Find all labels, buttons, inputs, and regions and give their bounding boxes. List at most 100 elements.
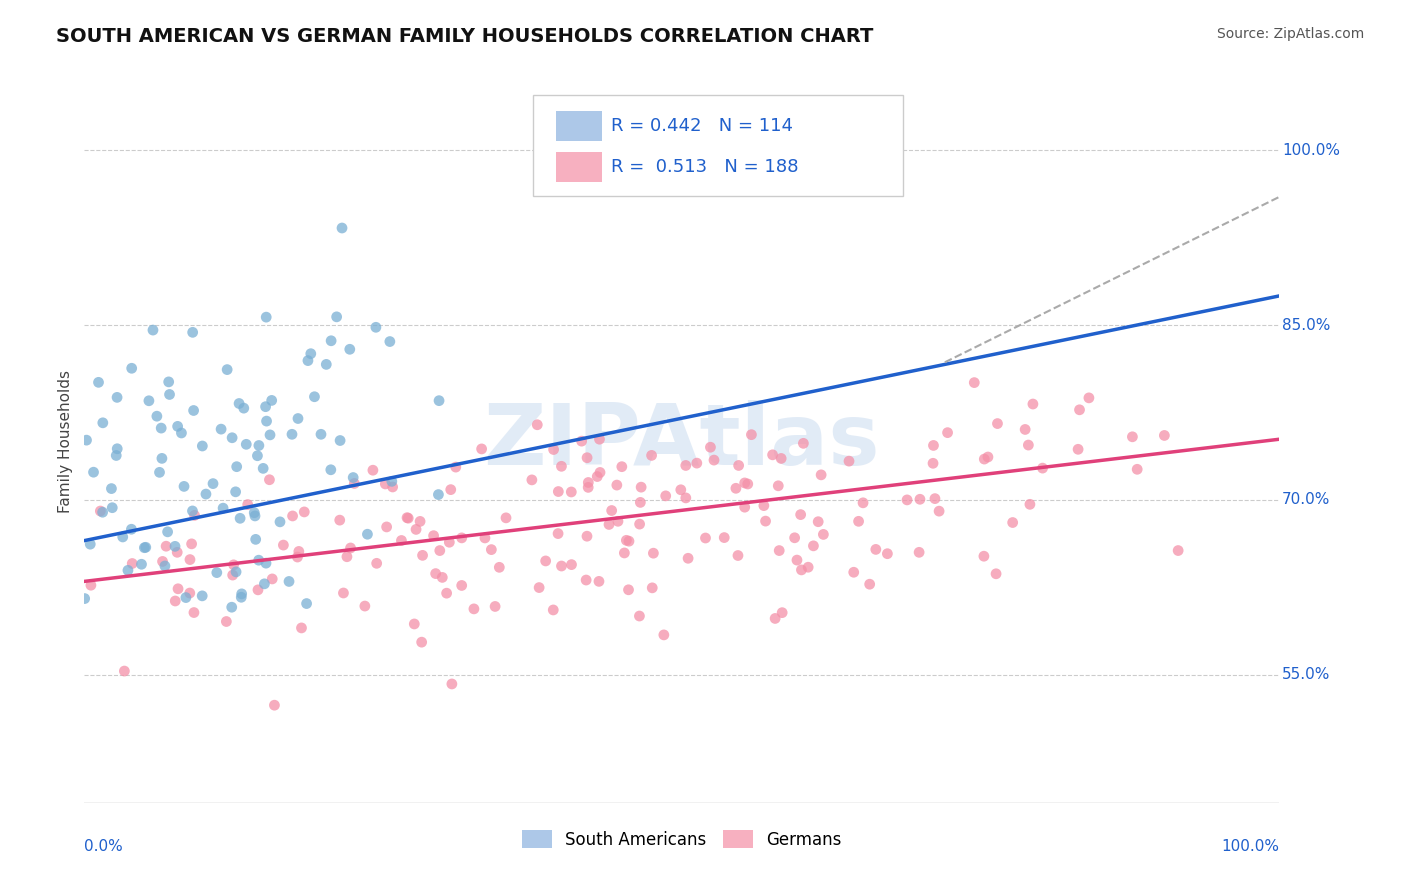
Point bbox=[550, 459, 572, 474]
Point bbox=[166, 545, 188, 559]
Point bbox=[640, 449, 662, 463]
Point bbox=[297, 353, 319, 368]
Point bbox=[488, 560, 510, 574]
Point bbox=[229, 511, 252, 525]
Point bbox=[848, 514, 870, 528]
Point bbox=[396, 511, 419, 525]
Point bbox=[440, 677, 463, 691]
Point bbox=[179, 552, 201, 566]
Point bbox=[429, 543, 451, 558]
Point bbox=[427, 487, 450, 501]
Point bbox=[571, 434, 593, 449]
Point bbox=[247, 553, 270, 567]
Legend: South Americans, Germans: South Americans, Germans bbox=[522, 830, 842, 848]
Point bbox=[205, 566, 228, 580]
Point bbox=[4, 572, 27, 586]
Point bbox=[0, 485, 20, 500]
Point bbox=[262, 572, 284, 586]
Point bbox=[598, 517, 620, 532]
Point bbox=[617, 534, 640, 549]
Point bbox=[138, 393, 160, 408]
Point bbox=[560, 558, 582, 572]
Point bbox=[520, 473, 543, 487]
Point bbox=[339, 541, 361, 555]
Point bbox=[527, 581, 550, 595]
Point bbox=[225, 565, 247, 579]
Point bbox=[329, 513, 352, 527]
Point bbox=[973, 549, 995, 564]
Point bbox=[1126, 462, 1149, 476]
Point bbox=[865, 542, 887, 557]
Point bbox=[676, 551, 699, 566]
Point bbox=[209, 422, 232, 436]
Point bbox=[146, 409, 169, 424]
Point bbox=[1121, 430, 1143, 444]
Point bbox=[614, 533, 637, 548]
Point bbox=[105, 442, 128, 456]
Point bbox=[752, 499, 775, 513]
Text: SOUTH AMERICAN VS GERMAN FAMILY HOUSEHOLDS CORRELATION CHART: SOUTH AMERICAN VS GERMAN FAMILY HOUSEHOL… bbox=[56, 27, 873, 45]
Point bbox=[1019, 497, 1042, 511]
Point bbox=[1067, 442, 1090, 457]
Point bbox=[236, 498, 259, 512]
Point bbox=[792, 436, 814, 450]
Point bbox=[330, 221, 353, 235]
Point bbox=[1289, 428, 1312, 442]
Point bbox=[91, 505, 114, 519]
Point bbox=[150, 451, 173, 466]
Point bbox=[783, 531, 806, 545]
Point bbox=[174, 591, 197, 605]
Point bbox=[225, 459, 247, 474]
Point bbox=[439, 535, 461, 549]
Point bbox=[105, 449, 128, 463]
Point bbox=[292, 505, 315, 519]
Point bbox=[153, 558, 176, 573]
Point bbox=[364, 320, 387, 334]
Point bbox=[62, 458, 84, 472]
Point bbox=[0, 432, 6, 446]
Point bbox=[986, 417, 1008, 431]
Point bbox=[606, 478, 628, 492]
Point bbox=[427, 393, 450, 408]
Point bbox=[228, 396, 250, 410]
Point bbox=[0, 525, 3, 540]
Point bbox=[256, 414, 278, 428]
Point bbox=[309, 427, 332, 442]
Point bbox=[613, 546, 636, 560]
Text: 0.0%: 0.0% bbox=[84, 838, 124, 854]
FancyBboxPatch shape bbox=[533, 95, 903, 196]
Point bbox=[263, 698, 285, 713]
Text: 85.0%: 85.0% bbox=[1282, 318, 1330, 333]
Point bbox=[607, 514, 630, 528]
Point bbox=[973, 452, 995, 467]
Point bbox=[432, 570, 454, 584]
Point bbox=[699, 440, 721, 454]
Point bbox=[80, 578, 103, 592]
Point bbox=[212, 501, 235, 516]
Point bbox=[366, 557, 388, 571]
Point bbox=[243, 508, 266, 523]
Point bbox=[576, 480, 599, 494]
Text: ZIPAtlas: ZIPAtlas bbox=[484, 400, 880, 483]
Point bbox=[215, 615, 238, 629]
Point bbox=[703, 453, 725, 467]
Point bbox=[156, 524, 179, 539]
Point bbox=[444, 460, 467, 475]
Point bbox=[79, 537, 101, 551]
Point bbox=[217, 362, 239, 376]
Point bbox=[922, 456, 945, 470]
Y-axis label: Family Households: Family Households bbox=[58, 370, 73, 513]
Point bbox=[479, 542, 502, 557]
Point bbox=[727, 458, 749, 473]
Point bbox=[225, 484, 247, 499]
Point bbox=[232, 401, 254, 416]
Point bbox=[641, 581, 664, 595]
Point bbox=[288, 544, 311, 558]
Point bbox=[254, 310, 277, 325]
Point bbox=[290, 621, 312, 635]
Point bbox=[73, 591, 96, 606]
Point bbox=[269, 515, 291, 529]
Point bbox=[304, 390, 326, 404]
Point bbox=[440, 483, 463, 497]
Point bbox=[329, 434, 352, 448]
